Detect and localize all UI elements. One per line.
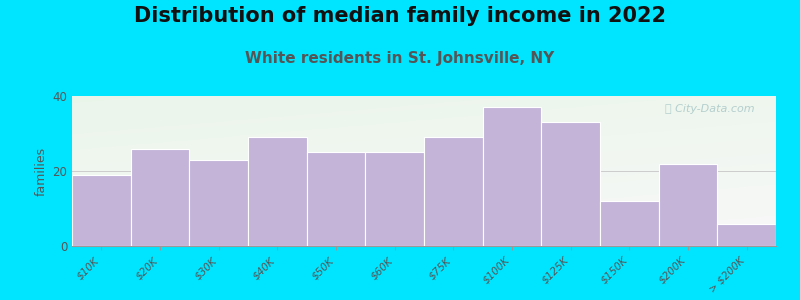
Y-axis label: families: families (35, 146, 48, 196)
Bar (482, 107, 542, 246)
Bar (600, 201, 658, 246)
Bar (306, 152, 366, 246)
Bar (366, 152, 424, 246)
Bar (542, 122, 600, 246)
Bar (424, 137, 482, 246)
Bar (658, 164, 718, 246)
Bar (130, 148, 190, 246)
Text: Distribution of median family income in 2022: Distribution of median family income in … (134, 6, 666, 26)
Bar (718, 224, 776, 246)
Text: White residents in St. Johnsville, NY: White residents in St. Johnsville, NY (246, 51, 554, 66)
Bar (72, 175, 130, 246)
Bar (190, 160, 248, 246)
Text: ⓘ City-Data.com: ⓘ City-Data.com (666, 103, 755, 113)
Bar (248, 137, 306, 246)
